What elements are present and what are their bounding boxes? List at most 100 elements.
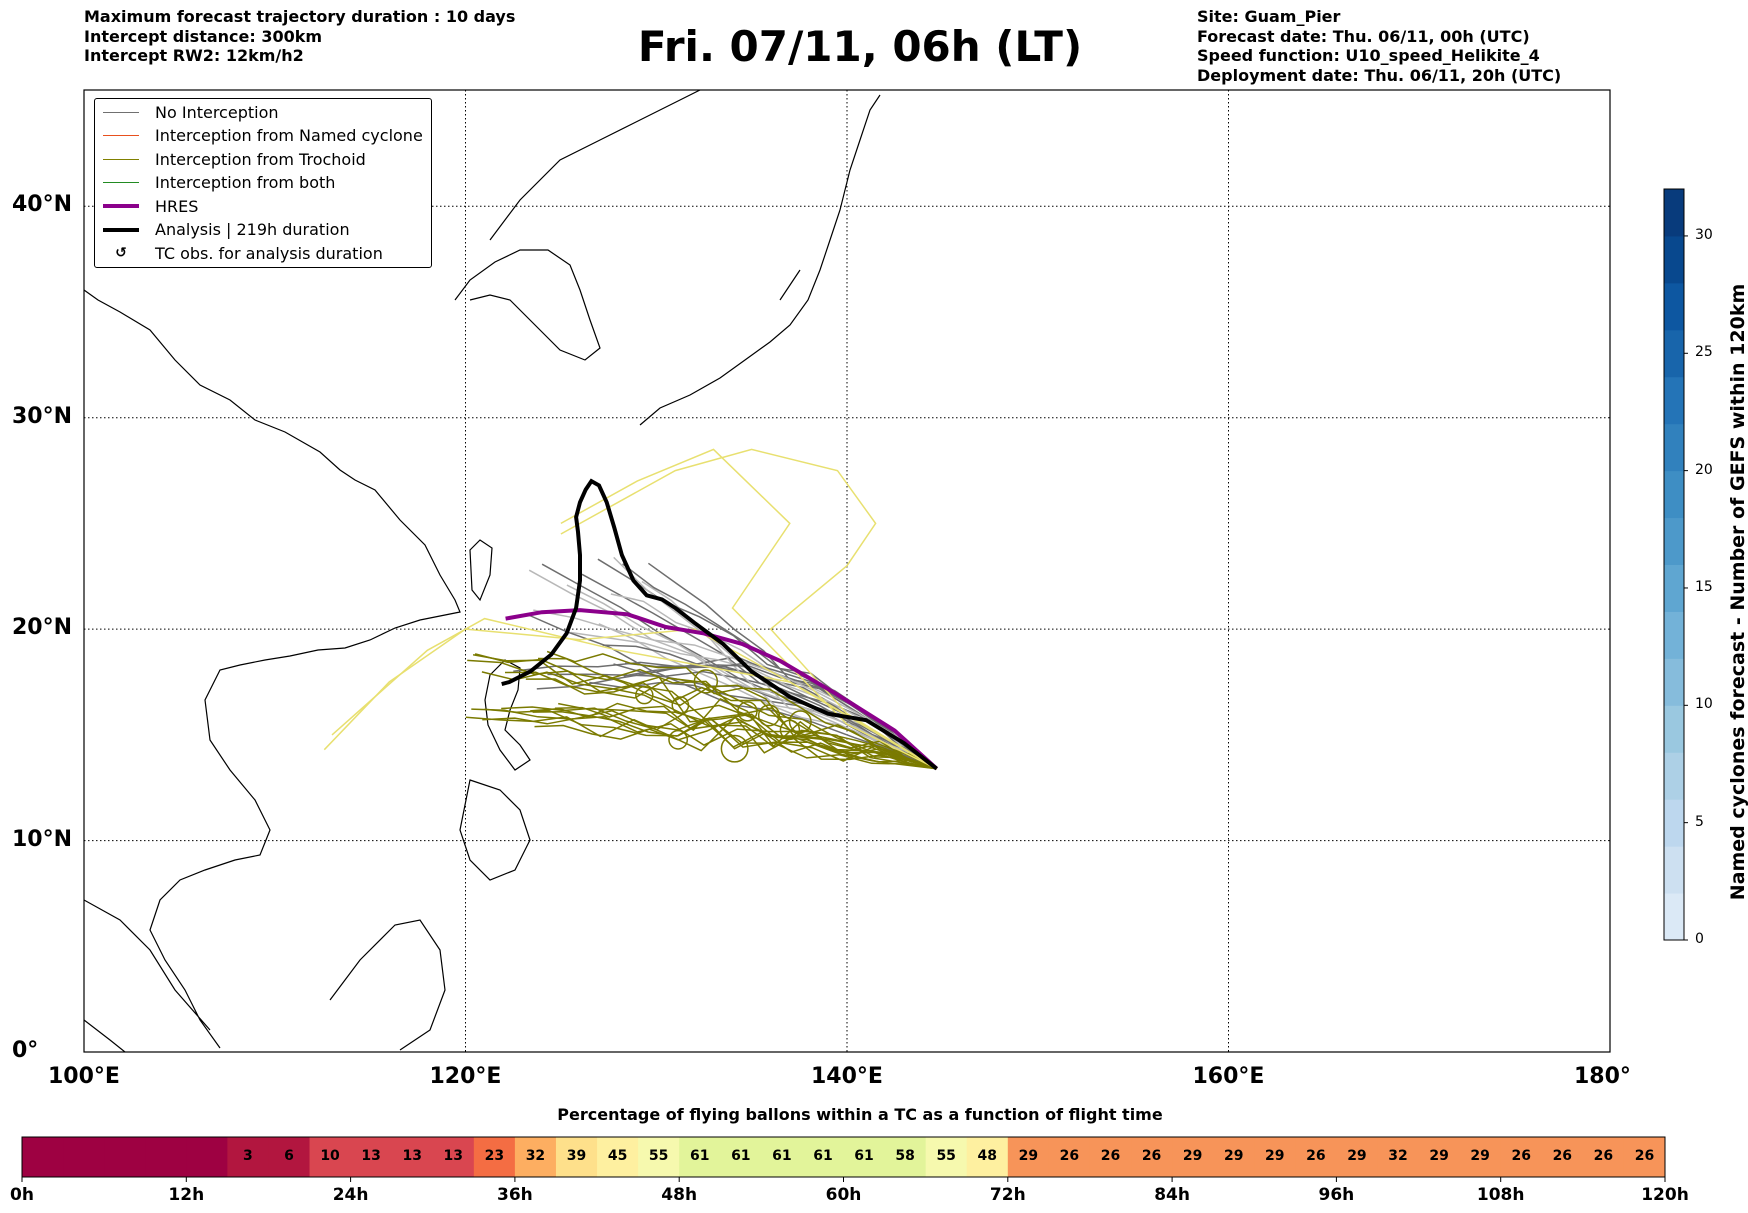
- flight-time-hour-label: 48h: [661, 1185, 698, 1205]
- trochoid-loop: [668, 729, 689, 750]
- trochoid-track: [465, 716, 937, 770]
- colorbar-segment: [1664, 189, 1684, 237]
- flight-time-cell-value: 61: [731, 1148, 751, 1164]
- flight-time-cell: [1131, 1137, 1173, 1177]
- colorbar-segment: [1664, 752, 1684, 800]
- flight-time-hour-label: 36h: [497, 1185, 533, 1205]
- flight-time-cell: [1582, 1137, 1625, 1177]
- intercept-distance-text: Intercept distance: 300km: [84, 26, 323, 46]
- flight-time-cell: [925, 1137, 968, 1177]
- flight-time-cell: [309, 1137, 352, 1177]
- legend-label: Analysis | 219h duration: [155, 220, 350, 239]
- legend-swatch: [103, 135, 139, 136]
- colorbar-tick-label: 30: [1695, 226, 1713, 243]
- flight-time-cell: [1213, 1137, 1255, 1177]
- trochoid-loop: [720, 734, 749, 763]
- flight-time-cell: [761, 1137, 803, 1177]
- intercept-rw2-text: Intercept RW2: 12km/h2: [84, 46, 304, 65]
- flight-time-hour-label: 120h: [1641, 1185, 1689, 1205]
- legend-swatch: [103, 204, 139, 208]
- flight-time-cell: [1007, 1137, 1050, 1177]
- flight-time-cell: [350, 1137, 393, 1177]
- flight-time-cell-value: 39: [566, 1148, 587, 1164]
- colorbar-segment: [1664, 329, 1684, 378]
- trochoid-track: [532, 710, 937, 770]
- flight-time-cell: [186, 1137, 228, 1177]
- no-interception-track: [528, 569, 938, 770]
- flight-time-cell-value: 26: [1552, 1148, 1573, 1164]
- flight-time-cell-value: 32: [1388, 1148, 1408, 1164]
- flight-time-cell-value: 58: [895, 1148, 915, 1164]
- flight-time-cell: [432, 1137, 475, 1177]
- flight-time-hour-label: 84h: [1154, 1185, 1190, 1205]
- trochoid-loop: [757, 704, 781, 727]
- flight-time-hour-label: 72h: [989, 1185, 1026, 1205]
- flight-time-cell-value: 26: [1634, 1148, 1655, 1164]
- flight-time-cell: [1418, 1137, 1461, 1177]
- flight-time-cell: [1295, 1137, 1337, 1177]
- flight-time-cell-value: 61: [772, 1148, 792, 1164]
- flight-time-hour-label: 108h: [1476, 1185, 1525, 1205]
- flight-time-cell: [104, 1137, 146, 1177]
- flight-time-cell-value: 61: [689, 1148, 710, 1164]
- flight-time-cell: [679, 1137, 721, 1177]
- flight-time-cell: [1172, 1137, 1214, 1177]
- trochoid-track: [534, 716, 937, 770]
- trochoid-track: [484, 708, 937, 770]
- legend-swatch: [103, 158, 139, 160]
- borneo-coastline: [329, 919, 446, 1051]
- lon-label: 180°: [1574, 1064, 1631, 1089]
- flight-time-cell: [638, 1137, 680, 1177]
- flight-time-cell-value: 26: [1306, 1148, 1326, 1164]
- flight-time-cell: [1336, 1137, 1378, 1177]
- korea-coastline: [454, 249, 601, 361]
- light-yellow-track: [331, 617, 938, 770]
- colorbar-tick-label: 10: [1695, 696, 1713, 713]
- trochoid-loop: [737, 701, 758, 722]
- legend-item: Analysis | 219h duration: [103, 219, 350, 241]
- flight-time-cell-value: 29: [1182, 1148, 1203, 1164]
- flight-time-cell: [555, 1137, 598, 1177]
- lon-label: 160°E: [1192, 1064, 1265, 1089]
- flight-time-cell-value: 48: [977, 1148, 997, 1164]
- trochoid-track: [525, 678, 937, 770]
- legend-label: Interception from Named cyclone: [155, 126, 423, 145]
- flight-time-cell-value: 26: [1593, 1148, 1614, 1164]
- flight-time-cell-value: 61: [813, 1148, 833, 1164]
- flight-time-cell-value: 29: [1429, 1148, 1449, 1164]
- light-yellow-track: [560, 448, 938, 770]
- flight-time-cell-value: 29: [1018, 1148, 1039, 1164]
- gridlines: [84, 90, 1610, 1052]
- legend-item: No Interception: [103, 101, 279, 123]
- flight-time-cell: [597, 1137, 639, 1177]
- flight-time-cell: [1254, 1137, 1296, 1177]
- legend-label: HRES: [155, 196, 199, 216]
- light-yellow-track: [560, 448, 938, 770]
- flight-time-cell: [802, 1137, 844, 1177]
- flight-time-cell: [22, 1137, 64, 1177]
- legend-label: No Interception: [155, 102, 279, 122]
- flight-time-cell: [1459, 1137, 1502, 1177]
- legend-item: ↺ TC obs. for analysis duration: [103, 242, 383, 264]
- flight-time-hour-label: 24h: [332, 1185, 369, 1205]
- forecast-date-text: Forecast date: Thu. 06/11, 00h (UTC): [1197, 26, 1530, 46]
- colorbar-segment: [1664, 423, 1684, 472]
- header-left: Maximum forecast trajectory duration : 1…: [84, 7, 515, 66]
- flight-time-cell-value: 45: [607, 1148, 628, 1164]
- flight-time-cell-value: 13: [402, 1148, 422, 1164]
- flight-time-cell: [145, 1137, 187, 1177]
- colorbar-segment: [1664, 799, 1684, 847]
- flight-time-cell: [720, 1137, 762, 1177]
- flight-time-cell: [1541, 1137, 1584, 1177]
- flight-time-hour-label: 12h: [168, 1185, 205, 1205]
- flight-time-cell: [63, 1137, 105, 1177]
- tc-obs-marker-icon: ↺: [115, 245, 127, 261]
- flight-time-cell-value: 61: [854, 1148, 874, 1164]
- trochoid-track: [546, 650, 938, 770]
- legend-item: HRES: [103, 195, 198, 217]
- flight-time-cell-value: 29: [1223, 1148, 1244, 1164]
- flight-time-hour-label: 60h: [825, 1185, 862, 1205]
- legend-item: Interception from Named cyclone: [103, 125, 423, 147]
- flight-time-cell: [1500, 1137, 1543, 1177]
- flight-time-cell: [1048, 1137, 1091, 1177]
